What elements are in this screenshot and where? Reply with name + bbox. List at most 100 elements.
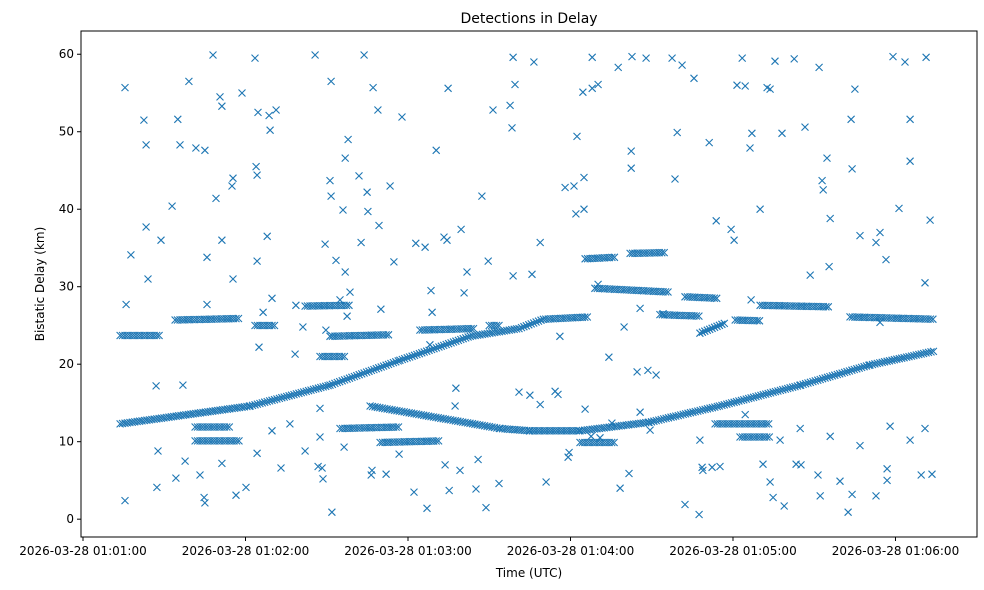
- data-point: [836, 477, 844, 486]
- track-point: [270, 321, 279, 330]
- data-point: [587, 432, 595, 441]
- data-point: [411, 239, 420, 248]
- track-point: [705, 325, 714, 334]
- data-point: [565, 448, 573, 457]
- track-point: [537, 316, 545, 325]
- track-point: [826, 372, 834, 381]
- data-point: [536, 238, 545, 247]
- track-point: [838, 369, 846, 377]
- data-point: [511, 80, 519, 89]
- track-point: [384, 360, 393, 369]
- track-point: [357, 370, 366, 378]
- data-point: [847, 115, 855, 124]
- track-point: [314, 384, 323, 393]
- data-point: [506, 101, 514, 110]
- data-point: [332, 256, 340, 265]
- track-point: [739, 395, 748, 404]
- data-point: [564, 453, 572, 462]
- data-point: [382, 470, 390, 479]
- data-point: [625, 469, 633, 478]
- data-point: [341, 268, 350, 276]
- data-point: [203, 300, 211, 309]
- data-point: [336, 296, 344, 304]
- data-point: [452, 384, 460, 393]
- data-point: [374, 106, 382, 114]
- data-point: [741, 410, 750, 419]
- track-point: [774, 387, 782, 395]
- track-point: [580, 313, 589, 322]
- data-point: [616, 484, 624, 493]
- track-point: [449, 338, 458, 346]
- data-point: [484, 257, 493, 265]
- data-point: [314, 462, 322, 471]
- track-point: [804, 379, 812, 387]
- data-point: [806, 271, 815, 279]
- data-point: [154, 447, 162, 455]
- data-point: [201, 146, 209, 155]
- track-point: [396, 356, 404, 365]
- track-point: [652, 416, 661, 425]
- data-point: [542, 478, 550, 486]
- data-point: [741, 82, 750, 90]
- track-point: [321, 382, 330, 391]
- track-point: [835, 369, 844, 378]
- data-point: [746, 144, 754, 152]
- data-point: [327, 192, 335, 200]
- y-tick-label: 60: [59, 47, 74, 61]
- data-point: [265, 111, 273, 120]
- track-point: [801, 379, 810, 388]
- data-point: [181, 457, 189, 465]
- track-point: [292, 390, 301, 398]
- track-point: [811, 377, 820, 385]
- data-point: [889, 52, 897, 61]
- track-point: [776, 386, 785, 395]
- track-point: [764, 389, 773, 398]
- track-point: [715, 402, 724, 410]
- y-tick-label: 20: [59, 357, 74, 371]
- track-point: [387, 359, 395, 368]
- track-point: [664, 288, 672, 296]
- data-point: [780, 502, 789, 510]
- track-point: [517, 323, 526, 332]
- data-point: [489, 106, 497, 114]
- track-point: [529, 319, 538, 327]
- data-point: [708, 463, 716, 472]
- track-point: [246, 402, 254, 410]
- track-point: [467, 324, 475, 333]
- data-point: [203, 253, 211, 262]
- track-point: [260, 398, 269, 407]
- data-point: [142, 141, 150, 149]
- data-point: [443, 236, 451, 245]
- data-point: [844, 508, 852, 517]
- data-point: [209, 51, 217, 59]
- track-point: [662, 414, 670, 423]
- track-point: [352, 371, 361, 380]
- track-point: [338, 376, 347, 385]
- track-point: [703, 326, 712, 335]
- track-point: [464, 333, 472, 341]
- data-point: [272, 106, 280, 114]
- data-point: [509, 272, 517, 280]
- track-point: [669, 412, 678, 421]
- track-point: [258, 399, 267, 407]
- data-point: [432, 146, 441, 155]
- data-point: [906, 157, 914, 166]
- track-point: [786, 383, 794, 392]
- track-point: [265, 397, 274, 405]
- data-point: [818, 176, 826, 185]
- track-point: [290, 390, 298, 399]
- data-point: [551, 387, 559, 396]
- track-point: [527, 320, 536, 328]
- track-point: [900, 353, 908, 362]
- data-point: [570, 182, 578, 190]
- data-point: [152, 382, 160, 390]
- track-point: [654, 416, 663, 424]
- track-point: [340, 352, 349, 361]
- track-point: [389, 358, 398, 367]
- track-point: [855, 364, 864, 372]
- track-point: [417, 348, 426, 357]
- track-point: [730, 398, 738, 407]
- track-point: [661, 288, 670, 296]
- track-point: [232, 437, 241, 445]
- track-point: [439, 341, 448, 350]
